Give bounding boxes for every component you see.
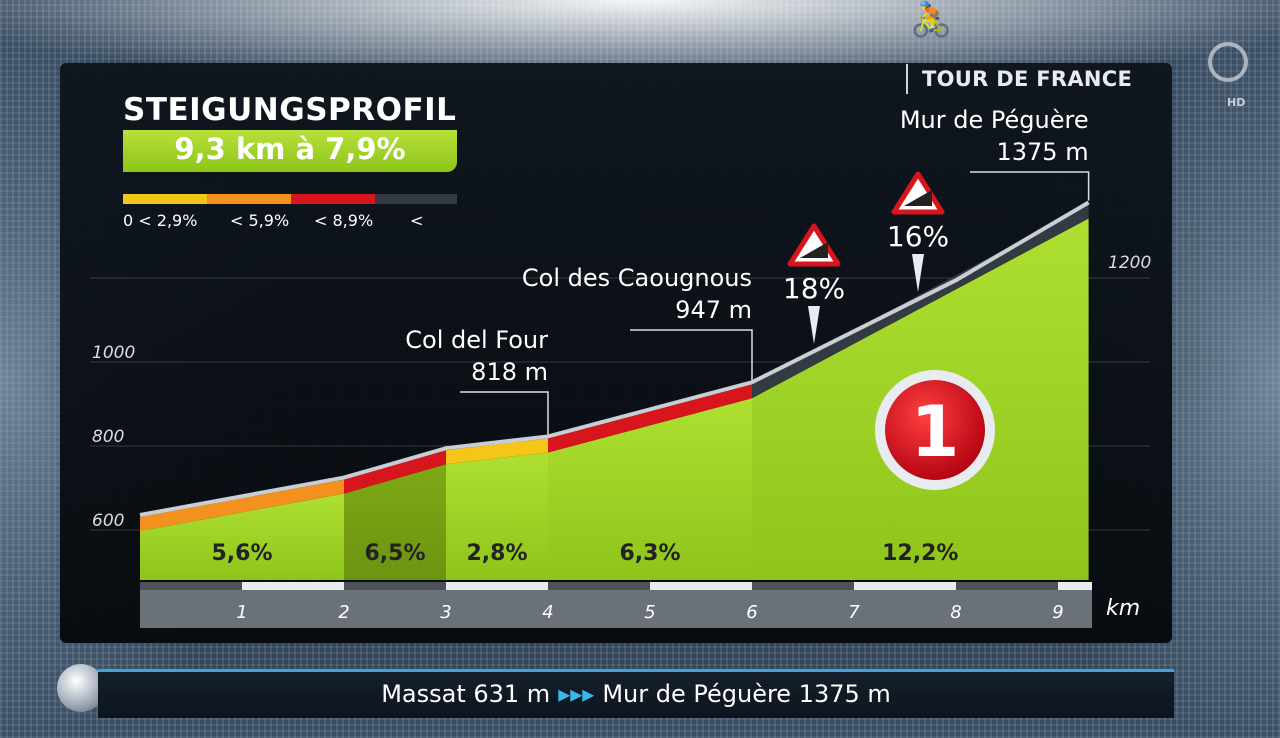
x-tick-label-5: 5 xyxy=(644,602,655,623)
legend-swatch-3 xyxy=(291,194,375,204)
x-axis-strip-block-4 xyxy=(548,582,650,590)
legend-swatch-2 xyxy=(207,194,291,204)
gradient-legend-bar xyxy=(123,194,457,204)
annotation-name-2: Col des Caougnous xyxy=(522,264,752,292)
legend-label-1: 0 < 2,9% xyxy=(123,211,198,230)
sportschau-logo-icon xyxy=(57,664,105,712)
segment-band-1 xyxy=(140,479,344,531)
segment-area-1 xyxy=(140,493,344,580)
segment-band-3 xyxy=(446,438,548,465)
steep-sign-pointer-2 xyxy=(912,254,924,292)
segment-gradient-label-3: 2,8% xyxy=(466,541,527,566)
legend-swatch-4 xyxy=(375,194,457,204)
x-axis-label: km xyxy=(1106,596,1141,621)
x-tick-label-9: 9 xyxy=(1052,602,1063,623)
route-bar: Massat 631 m ▸▸▸ Mur de Péguère 1375 m xyxy=(98,669,1174,718)
annotation-name-1: Col del Four xyxy=(405,326,548,354)
y-tick-label-600: 600 xyxy=(92,511,124,531)
annotation-leader-2 xyxy=(630,329,753,381)
x-tick-label-6: 6 xyxy=(746,602,757,623)
x-axis-strip-block-6 xyxy=(752,582,854,590)
route-start: Massat 631 m xyxy=(381,680,551,708)
chart-title: STEIGUNGSPROFIL xyxy=(123,92,457,128)
steep-sign-slope-2 xyxy=(904,190,932,206)
brand-divider xyxy=(906,64,908,94)
x-tick-label-2: 2 xyxy=(338,602,349,623)
legend-label-4: < xyxy=(410,211,424,230)
x-tick-label-7: 7 xyxy=(848,602,860,623)
x-axis-strip-block-8 xyxy=(956,582,1058,590)
category-badge-label: 1 xyxy=(911,391,960,473)
segment-band-4 xyxy=(548,384,752,453)
x-tick-label-8: 8 xyxy=(950,602,961,623)
annotation-leader-3 xyxy=(970,171,1090,201)
x-axis-bar xyxy=(140,590,1092,628)
segment-band-2 xyxy=(344,450,446,494)
route-text: Massat 631 m ▸▸▸ Mur de Péguère 1375 m xyxy=(98,680,1174,708)
brand-label: TOUR DE FRANCE xyxy=(922,67,1133,91)
x-axis-strip-block-0 xyxy=(140,582,242,590)
x-tick-label-1: 1 xyxy=(236,602,247,623)
segment-gradient-label-4: 6,3% xyxy=(619,541,680,566)
annotation-leader-1 xyxy=(460,391,549,435)
y-tick-label-1200: 1200 xyxy=(1108,253,1151,273)
chart-subtitle: 9,3 km à 7,9% xyxy=(174,132,406,166)
segment-area-2 xyxy=(344,464,446,580)
segment-gradient-label-1: 5,6% xyxy=(211,541,272,566)
x-tick-label-3: 3 xyxy=(440,602,451,623)
subtitle-box: 9,3 km à 7,9% xyxy=(123,130,457,172)
steep-sign-label-1: 18% xyxy=(783,272,845,305)
y-tick-label-1000: 1000 xyxy=(92,343,135,363)
x-axis-strip-block-2 xyxy=(344,582,446,590)
hd-label: HD xyxy=(1227,96,1246,109)
y-tick-label-800: 800 xyxy=(92,427,124,447)
channel-logo-icon xyxy=(1208,42,1248,82)
annotation-altitude-1: 818 m xyxy=(471,358,548,386)
profile-edge-line xyxy=(139,200,1090,517)
x-tick-label-4: 4 xyxy=(542,602,553,623)
annotation-name-3: Mur de Péguère xyxy=(900,106,1089,134)
annotation-altitude-2: 947 m xyxy=(675,296,752,324)
route-arrows-icon: ▸▸▸ xyxy=(558,680,595,708)
segment-gradient-label-2: 6,5% xyxy=(364,541,425,566)
steep-sign-slope-1 xyxy=(800,242,828,258)
segment-area-4 xyxy=(548,398,752,580)
legend-label-3: < 8,9% xyxy=(314,211,374,230)
steep-sign-label-2: 16% xyxy=(887,220,949,253)
steep-sign-icon-1 xyxy=(787,223,841,267)
cyclist-icon: 🚴 xyxy=(910,0,953,40)
annotation-altitude-3: 1375 m xyxy=(997,138,1089,166)
steep-sign-pointer-1 xyxy=(808,306,820,344)
route-end: Mur de Péguère 1375 m xyxy=(602,680,891,708)
steep-sign-icon-2 xyxy=(891,171,945,215)
segment-area-3 xyxy=(446,452,548,580)
legend-label-2: < 5,9% xyxy=(230,211,290,230)
segment-gradient-label-5: 12,2% xyxy=(882,541,958,566)
category-badge-icon xyxy=(885,380,985,480)
legend-swatch-1 xyxy=(123,194,207,204)
